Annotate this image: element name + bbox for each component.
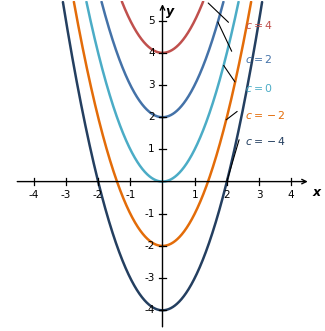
Text: -4: -4	[29, 190, 39, 200]
Text: 3: 3	[148, 80, 155, 90]
Text: x: x	[312, 186, 320, 199]
Text: 5: 5	[148, 16, 155, 26]
Text: $c = -2$: $c = -2$	[244, 109, 285, 121]
Text: -1: -1	[144, 209, 155, 219]
Text: $c = 2$: $c = 2$	[244, 53, 272, 65]
Text: 1: 1	[191, 190, 198, 200]
Text: -1: -1	[125, 190, 136, 200]
Text: 4: 4	[148, 48, 155, 58]
Text: 2: 2	[224, 190, 230, 200]
Text: $c = -4$: $c = -4$	[244, 135, 286, 147]
Text: $c = 4$: $c = 4$	[244, 19, 272, 30]
Text: 3: 3	[256, 190, 262, 200]
Text: 4: 4	[288, 190, 294, 200]
Text: y: y	[166, 5, 175, 18]
Text: $c = 0$: $c = 0$	[244, 82, 272, 94]
Text: 2: 2	[148, 112, 155, 122]
Text: -2: -2	[144, 241, 155, 251]
Text: -2: -2	[93, 190, 103, 200]
Text: -4: -4	[144, 305, 155, 315]
Text: -3: -3	[144, 273, 155, 283]
Text: 1: 1	[148, 144, 155, 154]
Text: -3: -3	[61, 190, 71, 200]
